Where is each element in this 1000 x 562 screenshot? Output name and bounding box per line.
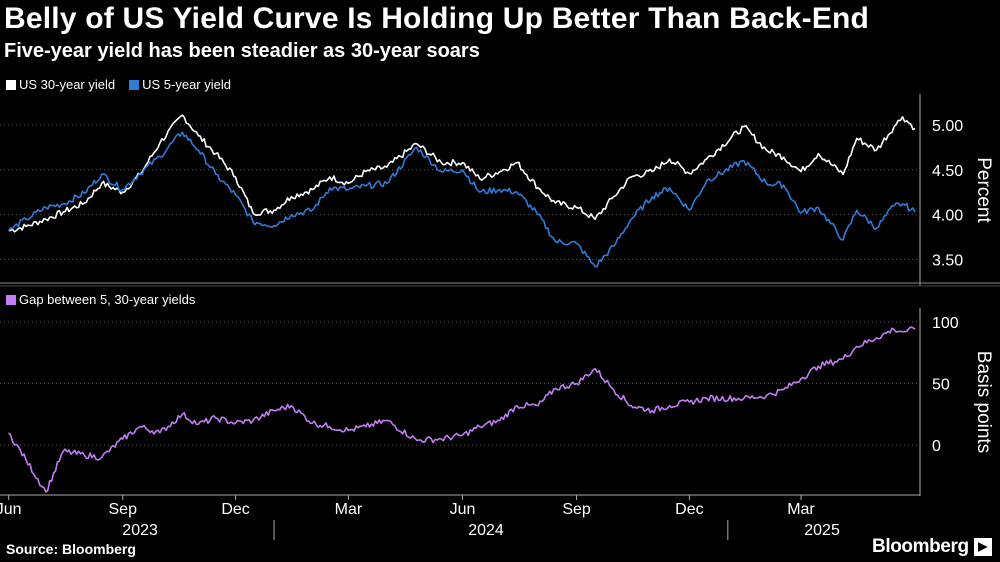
bottom-y-title: Basis points [973, 351, 994, 453]
chart-title: Belly of US Yield Curve Is Holding Up Be… [4, 2, 870, 35]
chart-subtitle: Five-year yield has been steadier as 30-… [4, 40, 480, 62]
x-tick-label: Dec [221, 501, 249, 518]
year-label: 2023 [122, 522, 158, 539]
top-ytick-label: 4.50 [932, 163, 963, 180]
legend-bottom: Gap between 5, 30-year yields [6, 292, 195, 307]
x-tick-label: Sep [109, 501, 138, 518]
x-tick-label: Jun [450, 501, 476, 518]
x-tick-label: Dec [675, 501, 703, 518]
top-ytick-label: 3.50 [932, 253, 963, 270]
x-tick-label: Mar [787, 501, 815, 518]
bottom-ytick-label: 0 [932, 438, 941, 455]
bottom-ytick-label: 100 [932, 315, 959, 332]
legend-item-us5: US 5-year yield [129, 77, 231, 92]
legend-item-gap: Gap between 5, 30-year yields [6, 292, 195, 307]
legend-swatch-gap [6, 294, 16, 305]
brand-logo: Bloomberg [872, 536, 992, 558]
legend-label-us5: US 5-year yield [142, 77, 231, 92]
legend-swatch-us30 [6, 79, 16, 90]
source-note: Source: Bloomberg [6, 541, 136, 557]
year-label: 2025 [804, 522, 840, 539]
legend-label-us30: US 30-year yield [19, 77, 116, 92]
us30-line [8, 114, 916, 233]
top-ytick-label: 4.00 [932, 208, 963, 225]
x-tick-label: Sep [562, 501, 591, 518]
brand-name: Bloomberg [872, 536, 969, 557]
top-ytick-label: 5.00 [932, 118, 963, 135]
bottom-ytick-label: 50 [932, 377, 950, 394]
us5-line [8, 131, 916, 268]
gap-line [8, 326, 916, 493]
legend-swatch-us5 [129, 79, 140, 90]
legend-item-us30: US 30-year yield [6, 77, 115, 92]
x-tick-label: Mar [335, 501, 363, 518]
legend-top: US 30-year yield US 5-year yield [6, 77, 231, 92]
bloomberg-play-icon [973, 538, 992, 556]
legend-label-gap: Gap between 5, 30-year yields [19, 292, 196, 307]
x-tick-label: Jun [0, 501, 22, 518]
top-y-title: Percent [973, 157, 994, 223]
year-label: 2024 [468, 522, 504, 539]
